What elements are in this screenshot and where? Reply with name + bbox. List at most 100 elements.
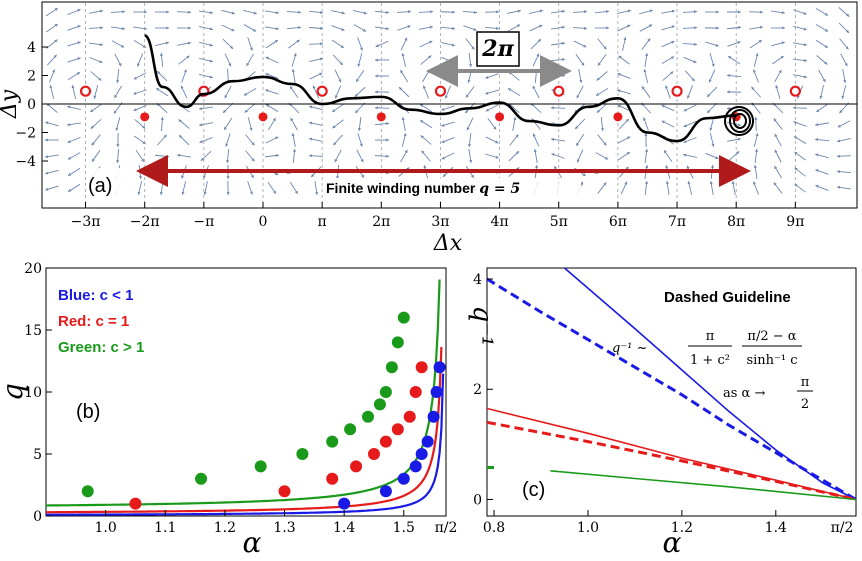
data-point <box>391 423 404 436</box>
panel-b-xlabel: α <box>243 526 262 559</box>
panel-b-xticks: 1.0 1.1 1.2 1.3 1.4 1.5 π/2 <box>94 510 457 536</box>
svg-text:π: π <box>801 375 810 390</box>
legend-red: Red: c = 1 <box>58 313 129 330</box>
data-point <box>385 361 398 374</box>
data-point <box>397 311 410 324</box>
legend-blue: Blue: c < 1 <box>58 287 133 304</box>
filled-dot-marker <box>613 112 623 122</box>
data-point <box>362 410 375 423</box>
spiral-end <box>724 106 754 136</box>
ytick-label: 4 <box>27 40 36 56</box>
xtick-label: 1.2 <box>671 520 693 536</box>
panel-c-label: (c) <box>522 479 545 501</box>
xtick-label: 3π <box>431 214 449 230</box>
xtick-label: 5π <box>550 214 568 230</box>
ytick-label: 5 <box>33 447 42 463</box>
ytick-label: −2 <box>15 126 36 142</box>
ytick-label: 2 <box>473 382 482 398</box>
filled-dot-marker <box>376 112 386 122</box>
svg-text:as α →: as α → <box>723 386 765 401</box>
panel-b-frame <box>45 267 447 517</box>
panel-c-xlabel: α <box>663 526 682 559</box>
data-point <box>344 423 357 436</box>
ytick-label: 15 <box>24 323 42 339</box>
xtick-label: 1.5 <box>393 520 415 536</box>
xtick-label: π/2 <box>435 520 458 536</box>
xtick-label: 1.4 <box>765 520 787 536</box>
xtick-label: 0.8 <box>483 520 505 536</box>
open-circle-marker <box>434 85 447 97</box>
panel-a-label: (a) <box>88 175 112 197</box>
open-circle-marker <box>553 85 565 97</box>
panel-c: 0.8 1.0 1.2 1.4 π/2 0 2 4 Dashed Guideline q⁻¹… <box>467 267 857 559</box>
panel-b-curves <box>46 279 445 516</box>
data-point <box>430 386 443 398</box>
data-point <box>379 386 392 398</box>
xtick-label: 7π <box>668 214 686 230</box>
xtick-label: 4π <box>491 214 509 230</box>
guideline-formula: q⁻¹ ~ π 1 + c² π/2 − α sinh⁻¹ c as α → π… <box>612 329 813 412</box>
panel-b-label: (b) <box>76 401 100 423</box>
svg-text:π/2 − α: π/2 − α <box>747 329 796 344</box>
svg-text:sinh⁻¹ c: sinh⁻¹ c <box>746 353 797 368</box>
xtick-label: 1.0 <box>577 520 599 536</box>
series-line <box>46 373 445 516</box>
data-point <box>403 410 416 423</box>
panel-c-yticks: 0 2 4 <box>473 272 493 508</box>
xtick-label: 6π <box>609 214 627 230</box>
panel-a-ylabel: Δy <box>0 89 22 119</box>
ytick-label: 10 <box>24 385 42 401</box>
panel-b: 1.0 1.1 1.2 1.3 1.4 1.5 π/2 0 5 10 15 20 Blue: c <… <box>0 261 457 559</box>
open-circle-marker <box>671 85 683 97</box>
ytick-label: 0 <box>27 97 36 113</box>
ytick-label: 2 <box>27 69 36 85</box>
guideline-title: Dashed Guideline <box>664 289 791 306</box>
guideline-dashed <box>486 420 857 501</box>
panel-a-xticks: −3π −2π −π 0 π 2π 3π 4π 5π 6π 7π 8π 9π <box>71 202 804 230</box>
ytick-label: 20 <box>24 261 42 277</box>
two-pi-box <box>476 31 520 67</box>
data-point <box>379 485 392 498</box>
panel-a-xlabel: Δx <box>433 231 463 256</box>
legend-green: Green: c > 1 <box>58 339 144 356</box>
xtick-label: 9π <box>786 214 804 230</box>
data-point <box>415 448 428 460</box>
data-point <box>373 398 386 411</box>
xtick-label: −3π <box>71 214 101 230</box>
series-line <box>46 347 443 514</box>
data-point <box>421 435 434 448</box>
xtick-label: 1.4 <box>333 520 355 536</box>
series-line <box>46 279 441 507</box>
xtick-label: 2π <box>372 214 390 230</box>
data-point <box>278 485 291 498</box>
xtick-label: 1.0 <box>94 520 116 536</box>
xtick-label: 0 <box>259 214 268 230</box>
xtick-label: 1.2 <box>214 520 236 536</box>
filled-dot-marker <box>495 112 505 122</box>
xtick-label: −2π <box>130 214 160 230</box>
xtick-label: π <box>318 214 327 230</box>
svg-text:q⁻¹ ~: q⁻¹ ~ <box>612 341 647 356</box>
data-point <box>129 497 142 510</box>
ytick-label: 0 <box>33 509 42 525</box>
panel-a: 2π Finite winding number q = 5 (a) −3π −2… <box>0 1 858 256</box>
data-point <box>326 472 339 485</box>
ytick-label: 4 <box>473 272 482 288</box>
data-point <box>427 410 440 423</box>
panel-a-yticks: 4 2 0 −2 −4 <box>15 40 48 170</box>
panel-a-frame <box>41 1 858 209</box>
data-point <box>350 460 363 473</box>
data-point <box>397 472 410 485</box>
filled-dot-marker <box>140 112 150 122</box>
open-circle-marker <box>316 85 328 97</box>
svg-text:2: 2 <box>801 397 809 412</box>
ytick-label: −4 <box>15 154 36 170</box>
panel-c-frame <box>486 267 857 517</box>
panel-b-points <box>81 311 446 510</box>
panel-b-ylabel: q <box>0 383 29 401</box>
data-point <box>415 361 428 374</box>
filled-dot-marker <box>258 112 268 122</box>
panel-c-curves <box>486 267 857 501</box>
xtick-label: −π <box>193 214 214 230</box>
data-point <box>254 460 267 473</box>
